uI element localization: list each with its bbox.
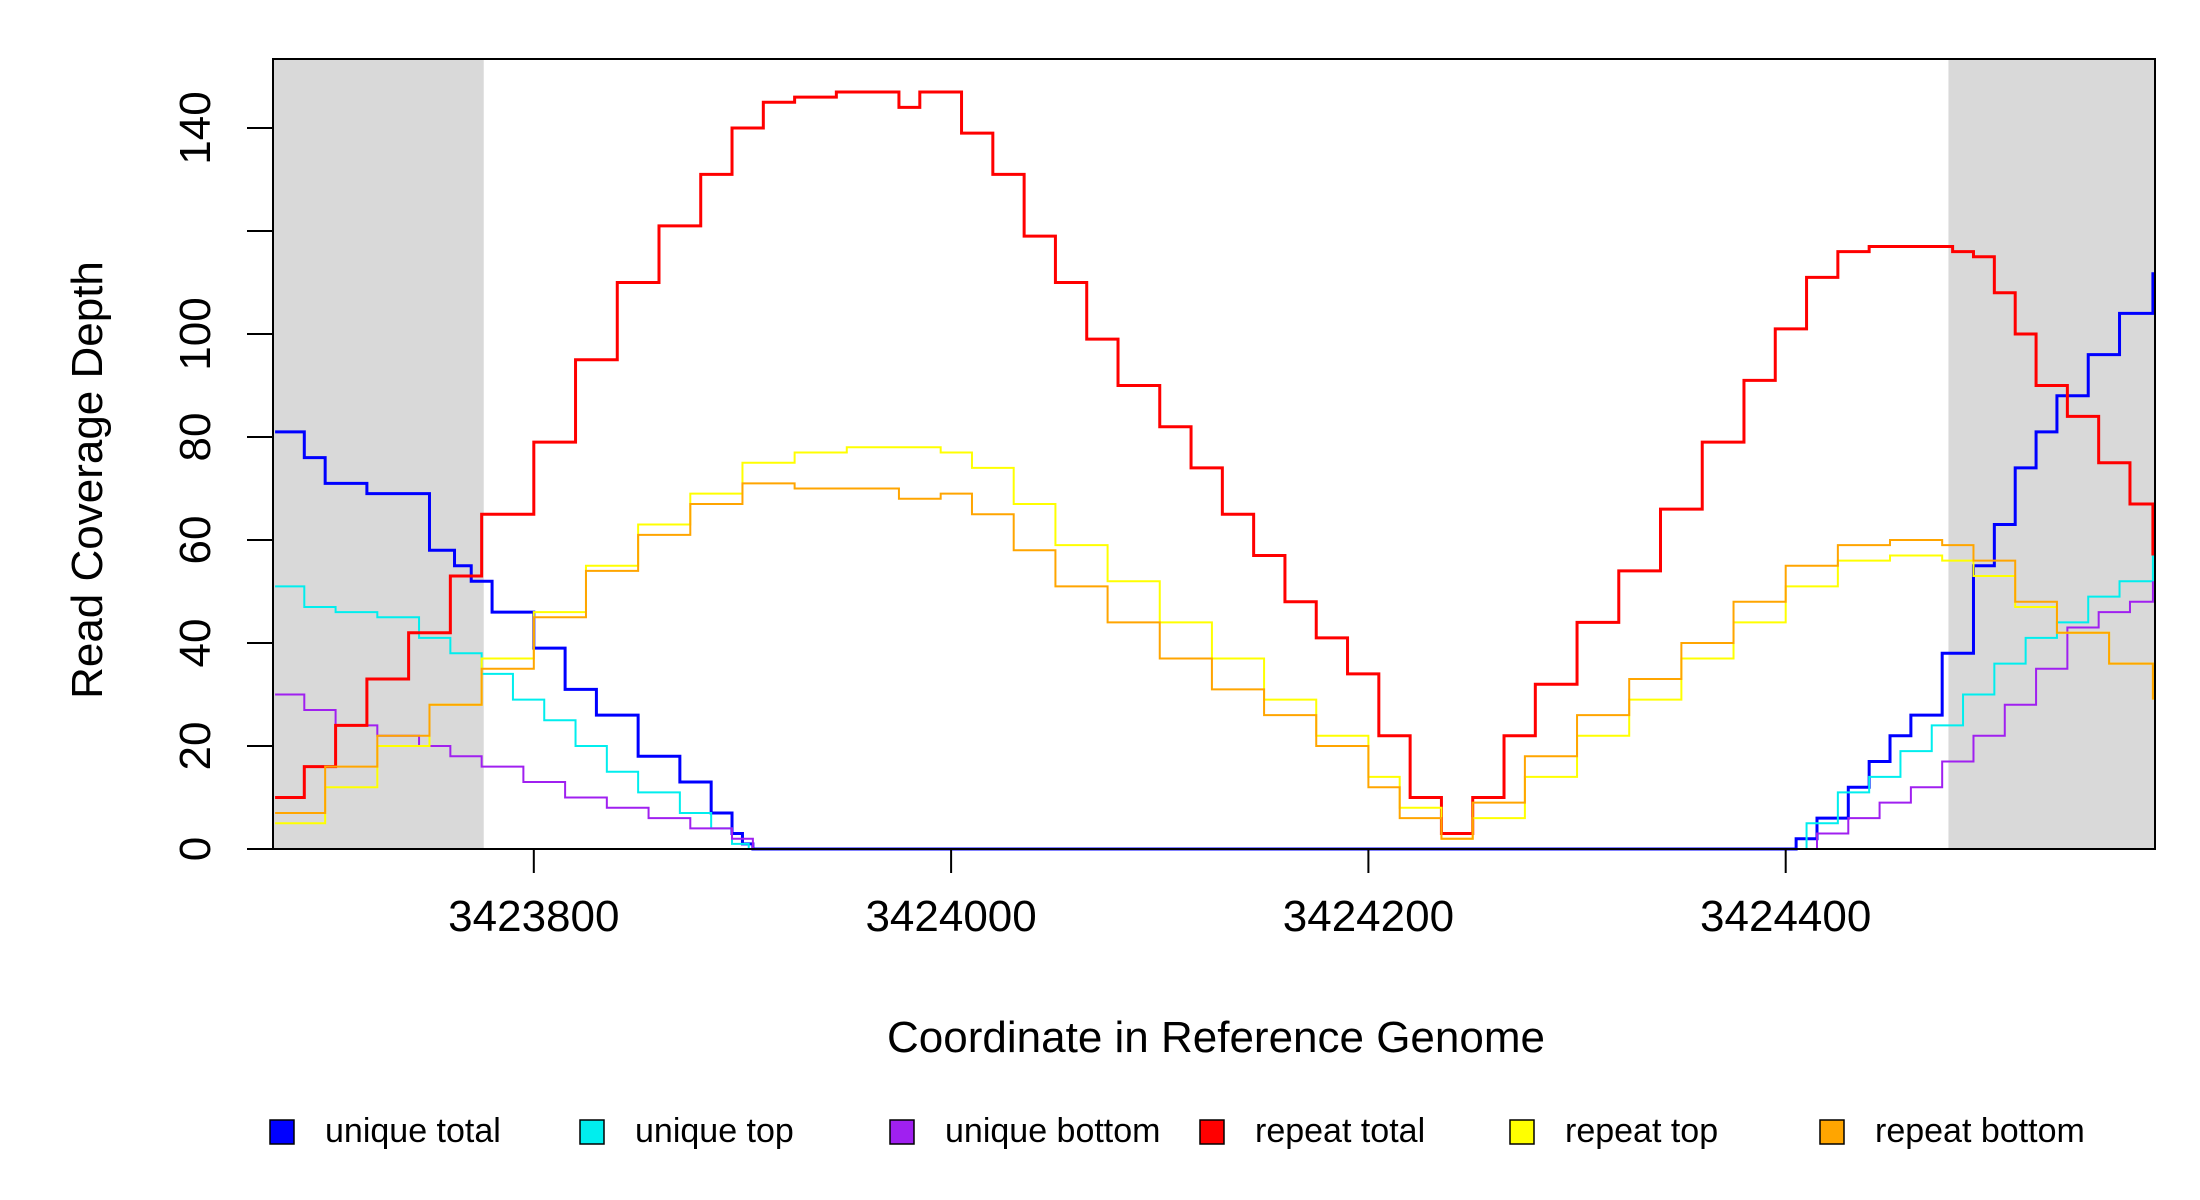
series-lines [275, 90, 2155, 851]
series-line-repeat-top [275, 446, 2154, 840]
legend-label-repeat-top: repeat top [1565, 1112, 1718, 1150]
legend-label-repeat-total: repeat total [1255, 1112, 1425, 1150]
y-tick-label: 60 [171, 516, 220, 565]
series-line-repeat-bottom [275, 482, 2154, 840]
legend-label-unique-top: unique top [635, 1112, 794, 1150]
y-axis: 0 20 40 60 80 100 140 [171, 91, 274, 861]
plot-frame [272, 58, 2156, 850]
x-axis: 3423800 3424000 3424200 3424400 [448, 849, 1871, 941]
y-tick-label: 140 [171, 91, 220, 164]
legend-swatch-repeat-bottom [1819, 1119, 1845, 1145]
legend-swatch-unique-bottom [889, 1119, 915, 1145]
shaded-region-1 [273, 59, 484, 849]
x-tick-label: 3424400 [1700, 892, 1871, 941]
legend-label-unique-bottom: unique bottom [945, 1112, 1161, 1150]
x-axis-title: Coordinate in Reference Genome [887, 1013, 1545, 1062]
legend-label-repeat-bottom: repeat bottom [1875, 1112, 2085, 1150]
x-tick-label: 3424000 [865, 892, 1036, 941]
y-tick-label: 0 [171, 837, 220, 861]
y-tick-label: 40 [171, 619, 220, 668]
legend-swatch-unique-top [579, 1119, 605, 1145]
y-tick-label: 80 [171, 413, 220, 462]
legend-swatch-unique-total [269, 1119, 295, 1145]
series-line-unique-top [275, 550, 2154, 850]
y-tick-label: 100 [171, 297, 220, 370]
y-axis-title: Read Coverage Depth [63, 261, 112, 699]
legend-label-unique-total: unique total [325, 1112, 501, 1150]
shaded-regions [273, 59, 2155, 849]
series-line-repeat-total [275, 90, 2155, 836]
y-tick-label: 20 [171, 722, 220, 771]
legend-swatch-repeat-total [1199, 1119, 1225, 1145]
x-tick-label: 3424200 [1283, 892, 1454, 941]
x-tick-label: 3423800 [448, 892, 619, 941]
legend-swatch-repeat-top [1509, 1119, 1535, 1145]
series-line-unique-bottom [275, 581, 2154, 850]
legend: unique total unique top unique bottom repea… [269, 1112, 2085, 1150]
shaded-region-2 [1948, 59, 2155, 849]
